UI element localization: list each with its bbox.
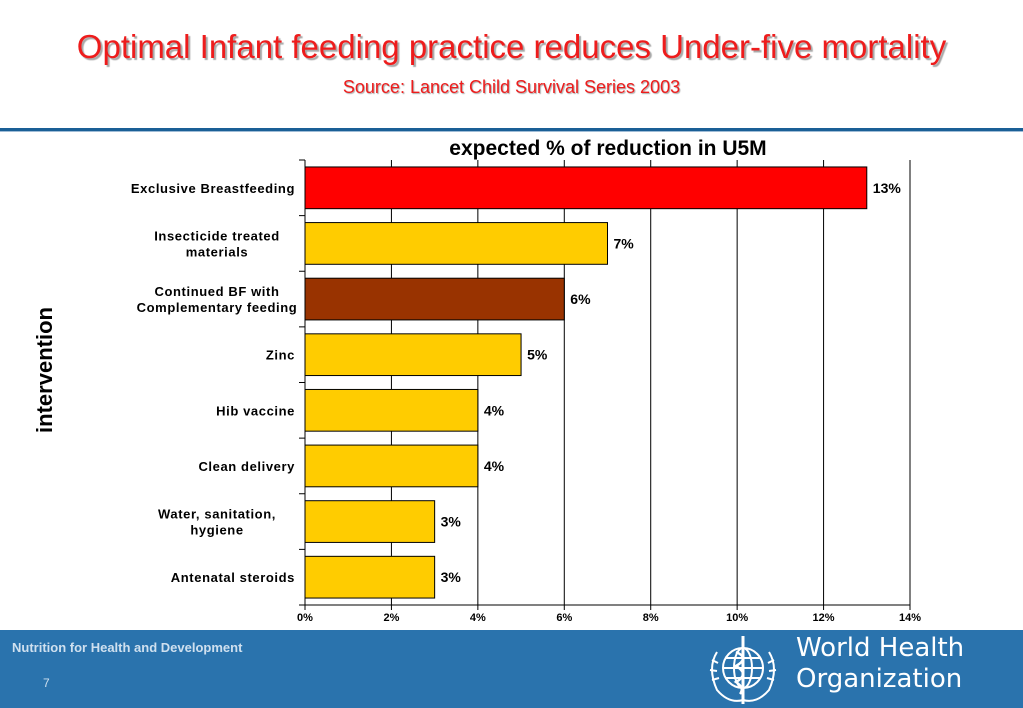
category-label: Hib vaccine <box>216 403 295 418</box>
x-tick-label: 14% <box>899 612 921 624</box>
bar <box>304 222 608 265</box>
footer-bar: Nutrition for Health and Development 7 W… <box>0 630 1023 708</box>
category-label: hygiene <box>190 523 243 538</box>
category-label: Exclusive Breastfeeding <box>131 181 295 196</box>
category-label: Clean delivery <box>198 459 295 474</box>
bar-value-label: 3% <box>441 569 462 585</box>
org-name-line1: World Health <box>796 633 965 663</box>
bar <box>304 500 436 543</box>
footer-text: Nutrition for Health and Development <box>12 640 243 655</box>
category-label: Continued BF with <box>154 284 279 299</box>
page-subtitle: Source: Lancet Child Survival Series 200… <box>342 77 681 97</box>
category-label: Zinc <box>266 348 295 363</box>
category-label: Water, sanitation, <box>158 507 276 522</box>
bar-value-label: 5% <box>527 347 548 363</box>
x-tick-label: 8% <box>643 612 659 624</box>
category-label: Antenatal steroids <box>171 570 295 585</box>
org-name-line2: Organization <box>796 664 963 694</box>
bar-value-label: 13% <box>873 180 902 196</box>
bar-chart: expected % of reduction in U5M intervent… <box>32 137 921 624</box>
x-tick-label: 6% <box>556 612 572 624</box>
bar-value-label: 4% <box>484 458 505 474</box>
chart-axes <box>299 159 911 610</box>
bar-value-label: 4% <box>484 402 505 418</box>
x-tick-label: 0% <box>297 612 313 624</box>
chart-title: expected % of reduction in U5M <box>449 137 766 160</box>
bar <box>304 555 436 599</box>
y-axis-label: intervention <box>32 307 57 433</box>
bar <box>304 333 522 377</box>
x-tick-label: 12% <box>813 612 835 624</box>
x-tick-label: 10% <box>726 612 748 624</box>
category-labels: Exclusive Breastfeeding Insecticide treat… <box>131 181 297 585</box>
bar <box>304 388 479 432</box>
who-emblem-icon <box>709 636 777 704</box>
bar-value-label: 6% <box>570 291 591 307</box>
x-tick-label: 2% <box>383 612 399 624</box>
page-title: Optimal Infant feeding practice reduces … <box>76 28 947 65</box>
category-label: Insecticide treated <box>154 228 280 243</box>
data-labels: 13% 7% 6% 5% 4% 4% 3% 3% <box>441 180 902 585</box>
category-label: materials <box>186 244 249 259</box>
org-name: World Health Organization <box>796 633 964 695</box>
bar-value-label: 3% <box>441 514 462 530</box>
bar <box>304 166 868 210</box>
tick-labels: 0% 2% 4% 6% 8% 10% 12% 14% <box>297 612 921 624</box>
page-number: 7 <box>43 676 50 690</box>
x-tick-label: 4% <box>470 612 486 624</box>
category-label: Complementary feeding <box>137 300 298 315</box>
chart-bars <box>304 166 868 599</box>
header-divider <box>0 128 1023 132</box>
bar <box>304 277 565 321</box>
bar <box>304 444 479 488</box>
bar-value-label: 7% <box>614 235 635 251</box>
